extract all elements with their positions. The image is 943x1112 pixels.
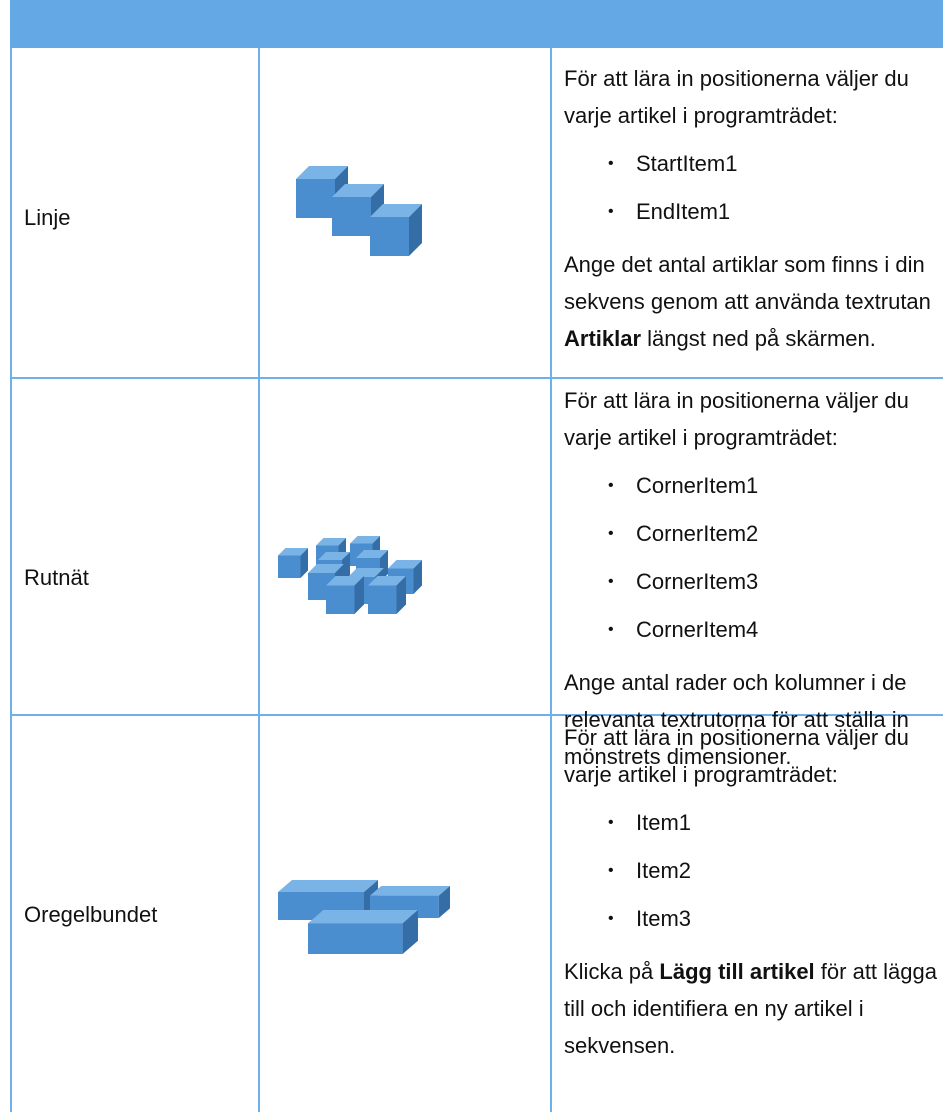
list-item: CornerItem4 [608,606,942,654]
irregular-icon [278,880,450,954]
grid-icon [278,536,422,614]
intro: För att lära in positionerna väljer du v… [564,66,909,128]
table-header [10,0,943,48]
row-label: Oregelbundet [24,902,158,927]
row-label: Linje [24,205,71,230]
list-item: Item1 [608,799,942,847]
list-item: CornerItem1 [608,462,942,510]
note: Ange det antal artiklar som finns i din … [564,246,942,357]
note-bold: Artiklar [564,326,642,351]
item-list: StartItem1 EndItem1 [564,140,942,236]
note: Klicka på Lägg till artikel för att lägg… [564,953,942,1064]
border [550,48,552,1112]
row-description: För att lära in positionerna väljer du v… [564,719,942,1064]
list-item: Item3 [608,895,942,943]
note-text: Ange det antal artiklar som finns i din … [564,252,931,314]
list-item: CornerItem3 [608,558,942,606]
border [258,48,260,1112]
item-list: CornerItem1 CornerItem2 CornerItem3 Corn… [564,462,942,654]
row-description: För att lära in positionerna väljer du v… [564,60,942,357]
intro: För att lära in positionerna väljer du v… [564,725,909,787]
list-item: Item2 [608,847,942,895]
list-item: CornerItem2 [608,510,942,558]
intro: För att lära in positionerna väljer du v… [564,388,909,450]
row-description: För att lära in positionerna väljer du v… [564,382,942,775]
note-text: Klicka på [564,959,654,984]
list-item: StartItem1 [608,140,942,188]
border [10,377,943,379]
border [10,48,12,1112]
item-list: Item1 Item2 Item3 [564,799,942,943]
list-item: EndItem1 [608,188,942,236]
note-text: för att lägga till och identifiera en ny… [564,959,937,1058]
note-text: längst ned på skärmen. [647,326,876,351]
border [10,714,943,716]
row-label: Rutnät [24,565,89,590]
line-icon [296,166,422,256]
note: Ange antal rader och kolumner i de relev… [564,664,942,775]
note-bold: Lägg till artikel [659,959,815,984]
note-text: Ange antal rader och kolumner i de relev… [564,670,909,769]
